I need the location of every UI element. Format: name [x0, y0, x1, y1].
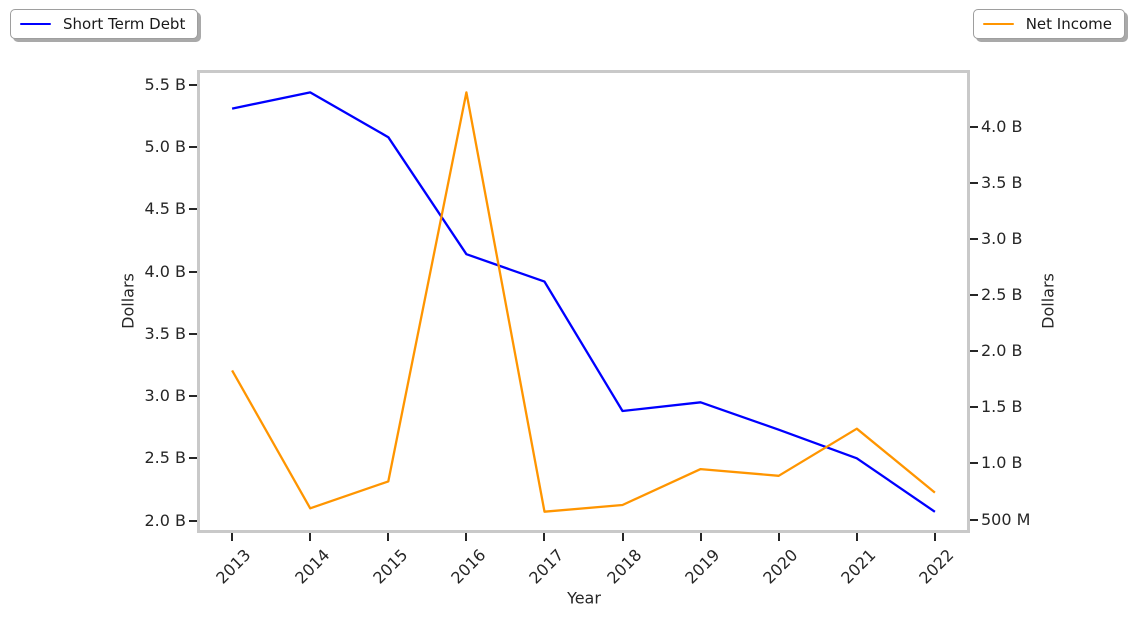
- y-axis-tick-label-left: 5.5 B: [144, 74, 186, 94]
- y-axis-tick-label-right: 2.0 B: [981, 341, 1023, 361]
- y-axis-tick-mark-right: [970, 406, 978, 409]
- x-axis-tick-mark: [933, 533, 936, 541]
- y-axis-tick-label-left: 3.0 B: [144, 386, 186, 406]
- legend-line-sample-blue: [20, 22, 51, 26]
- y-axis-tick-mark-left: [189, 519, 197, 522]
- legend-label: Net Income: [1025, 15, 1112, 33]
- plot-lines-svg: [231, 91, 936, 513]
- y-axis-tick-mark-right: [970, 350, 978, 353]
- series-line-net-income: [231, 91, 936, 513]
- y-axis-tick-mark-left: [189, 270, 197, 273]
- legend-net-income: Net Income: [972, 9, 1125, 39]
- y-axis-title-left: Dollars: [118, 273, 138, 329]
- y-axis-tick-mark-left: [189, 332, 197, 335]
- x-axis-tick-mark: [387, 533, 390, 541]
- series-line-short-term-debt: [231, 91, 936, 513]
- x-axis-tick-mark: [777, 533, 780, 541]
- legend-short-term-debt: Short Term Debt: [10, 9, 199, 39]
- x-axis-tick-label: 2021: [837, 545, 880, 588]
- y-axis-tick-label-left: 4.5 B: [144, 199, 186, 219]
- x-axis-tick-mark: [699, 533, 702, 541]
- x-axis-tick-label: 2019: [681, 545, 724, 588]
- y-axis-tick-mark-right: [970, 462, 978, 465]
- x-axis-title: Year: [567, 588, 601, 608]
- y-axis-tick-mark-left: [189, 146, 197, 149]
- y-axis-tick-label-right: 2.5 B: [981, 285, 1023, 305]
- x-axis-tick-label: 2018: [603, 545, 646, 588]
- y-axis-tick-label-right: 1.5 B: [981, 397, 1023, 417]
- y-axis-tick-label-left: 2.5 B: [144, 448, 186, 468]
- y-axis-tick-label-left: 4.0 B: [144, 261, 186, 281]
- y-axis-tick-mark-left: [189, 83, 197, 86]
- x-axis-tick-label: 2020: [759, 545, 802, 588]
- x-axis-tick-mark: [231, 533, 234, 541]
- y-axis-tick-mark-left: [189, 457, 197, 460]
- y-axis-tick-label-right: 3.0 B: [981, 229, 1023, 249]
- x-axis-tick-mark: [621, 533, 624, 541]
- y-axis-tick-mark-right: [970, 294, 978, 297]
- y-axis-tick-label-right: 3.5 B: [981, 173, 1023, 193]
- x-axis-tick-label: 2022: [915, 545, 958, 588]
- y-axis-tick-label-right: 4.0 B: [981, 117, 1023, 137]
- x-axis-tick-mark: [543, 533, 546, 541]
- y-axis-tick-label-left: 3.5 B: [144, 323, 186, 343]
- y-axis-tick-label-left: 2.0 B: [144, 510, 186, 530]
- y-axis-tick-label-right: 500 M: [981, 509, 1031, 529]
- y-axis-tick-mark-right: [970, 518, 978, 521]
- plot-area: [197, 70, 970, 533]
- y-axis-tick-mark-right: [970, 182, 978, 185]
- x-axis-tick-label: 2016: [446, 545, 490, 588]
- y-axis-tick-mark-left: [189, 395, 197, 398]
- y-axis-tick-mark-right: [970, 238, 978, 241]
- legend-line-sample-orange: [982, 22, 1014, 26]
- y-axis-tick-label-right: 1.0 B: [981, 453, 1023, 473]
- x-axis-tick-mark: [855, 533, 858, 541]
- x-axis-tick-label: 2015: [368, 545, 412, 588]
- x-axis-tick-label: 2013: [212, 545, 255, 588]
- y-axis-title-right: Dollars: [1038, 273, 1058, 329]
- y-axis-tick-mark-left: [189, 208, 197, 211]
- y-axis-tick-mark-right: [970, 126, 978, 129]
- y-axis-tick-label-left: 5.0 B: [144, 137, 186, 157]
- x-axis-tick-label: 2017: [524, 545, 568, 588]
- x-axis-tick-label: 2014: [290, 545, 333, 588]
- x-axis-tick-mark: [309, 533, 312, 541]
- x-axis-tick-mark: [465, 533, 468, 541]
- legend-label: Short Term Debt: [63, 15, 186, 33]
